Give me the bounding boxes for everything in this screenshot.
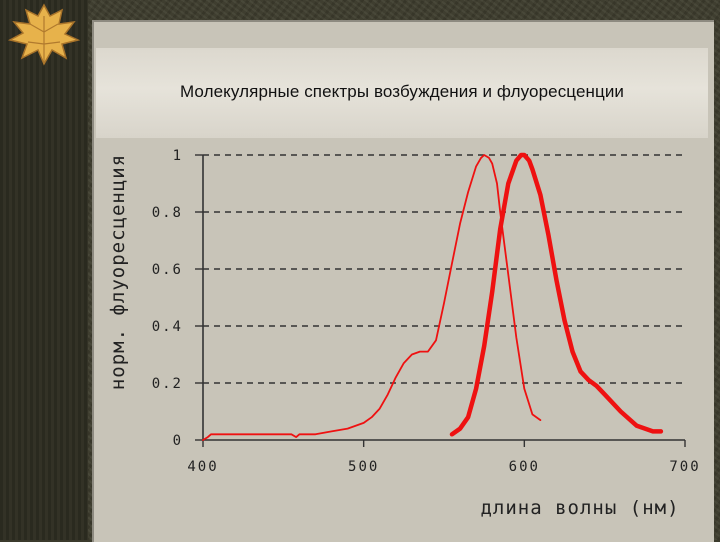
x-tick-label-1: 500 — [348, 459, 379, 475]
y-tick-label-5: 1 — [173, 148, 183, 164]
x-tick-label-3: 700 — [669, 459, 700, 475]
x-axis-title: длина волны (нм) — [480, 497, 679, 519]
y-tick-label-0: 0 — [173, 433, 183, 449]
tick-labels: 0 0.2 0.4 0.6 0.8 1 400 500 600 700 — [152, 148, 700, 475]
y-tick-label-1: 0.2 — [152, 376, 183, 392]
excitation-spectrum-line — [202, 154, 542, 441]
chart-grid — [195, 154, 686, 447]
chart-axes — [202, 155, 685, 441]
autumn-leaf-icon — [7, 3, 81, 66]
fluorescence-spectrum-line — [449, 152, 664, 437]
x-tick-label-2: 600 — [509, 459, 540, 475]
series-layer — [202, 152, 664, 441]
x-tick-label-0: 400 — [187, 459, 218, 475]
title-band — [96, 48, 708, 138]
y-tick-label-2: 0.4 — [152, 319, 183, 335]
slide-title: Молекулярные спектры возбуждения и флуор… — [179, 82, 625, 101]
y-tick-label-4: 0.8 — [152, 205, 183, 221]
left-decorative-stripe — [0, 0, 88, 540]
y-tick-label-3: 0.6 — [152, 262, 183, 278]
y-axis-title: норм. флуоресценция — [107, 154, 129, 390]
